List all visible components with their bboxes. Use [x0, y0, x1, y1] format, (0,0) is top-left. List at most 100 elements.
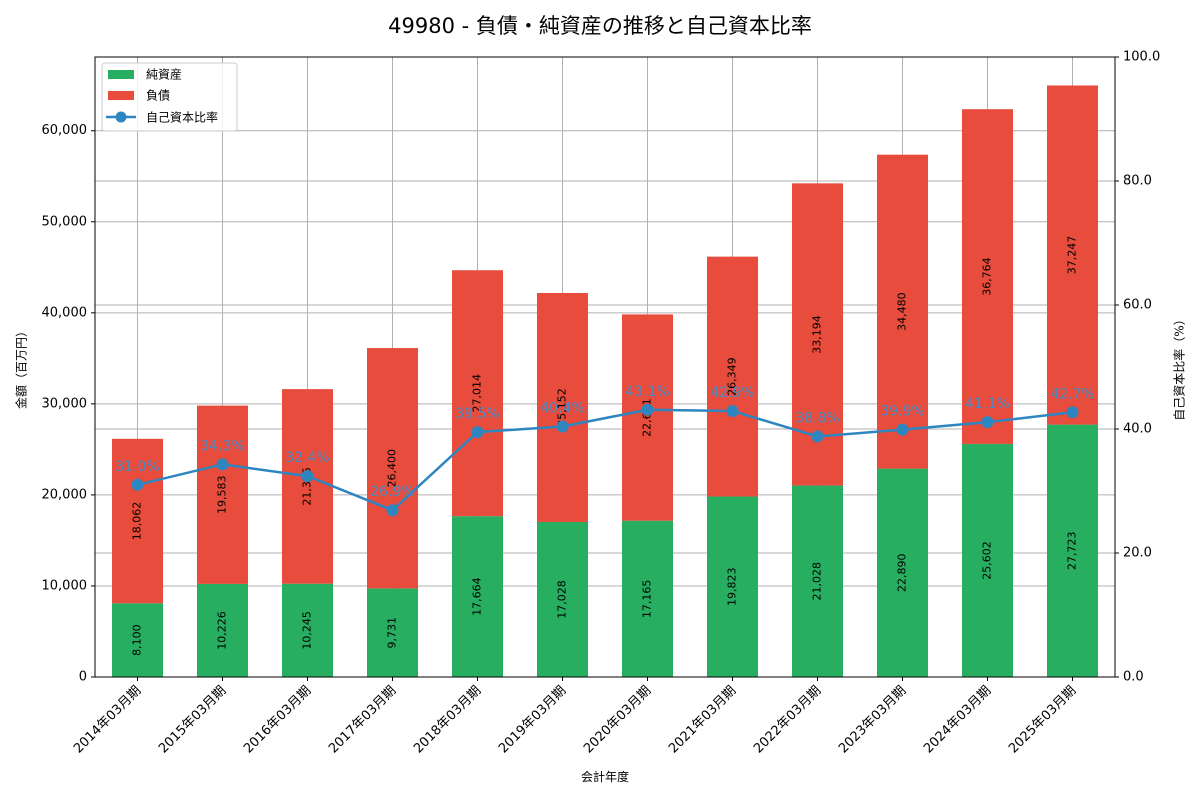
chart-title: 49980 - 負債・純資産の推移と自己資本比率	[388, 14, 812, 38]
ratio-point	[216, 458, 229, 471]
x-axis: 2014年03月期 2015年03月期 2016年03月期 2017年03月期 2018…	[71, 677, 1079, 784]
bar-liabilities	[877, 154, 928, 469]
ratio-label: 31.0%	[115, 459, 159, 475]
bar-liabilities	[367, 348, 418, 589]
svg-text:2019年03月期: 2019年03月期	[496, 683, 569, 756]
svg-text:2017年03月期: 2017年03月期	[326, 683, 399, 756]
legend-swatch-liabilities	[108, 91, 134, 100]
svg-text:20.0: 20.0	[1123, 546, 1152, 561]
ratio-label: 39.9%	[880, 404, 924, 420]
ratio-point	[1066, 406, 1079, 419]
bar-value-label: 19,823	[726, 568, 739, 607]
bar-equity	[792, 485, 843, 677]
ratio-label: 38.8%	[795, 410, 839, 426]
svg-text:2016年03月期: 2016年03月期	[241, 683, 314, 756]
svg-text:2021年03月期: 2021年03月期	[666, 683, 739, 756]
bar-value-label: 19,583	[216, 476, 229, 515]
bar-equity	[197, 583, 248, 677]
svg-text:0.0: 0.0	[1123, 670, 1144, 685]
svg-text:0: 0	[79, 670, 87, 685]
bar-value-label: 18,062	[131, 502, 144, 541]
ratio-label: 26.9%	[370, 484, 414, 500]
ratio-label: 41.1%	[965, 396, 1009, 412]
svg-text:2024年03月期: 2024年03月期	[921, 683, 994, 756]
ratio-line: 31.0% 34.3% 32.4% 26.9% 39.5% 40.4% 43.1% 42.9%…	[115, 384, 1095, 517]
bar-value-label: 26,400	[386, 449, 399, 488]
bars: 8,10018,06210,22619,58310,24521,3759,731…	[112, 85, 1098, 677]
svg-text:純資産: 純資産	[146, 67, 182, 82]
bar-liabilities	[622, 314, 673, 521]
svg-text:20,000: 20,000	[42, 487, 88, 502]
bar-value-label: 17,165	[641, 580, 654, 619]
ratio-point	[641, 403, 654, 416]
svg-text:2025年03月期: 2025年03月期	[1006, 683, 1079, 756]
bar-liabilities	[962, 109, 1013, 444]
svg-text:金額（百万円）: 金額（百万円）	[14, 325, 29, 409]
svg-text:40,000: 40,000	[42, 305, 88, 320]
ratio-label: 43.1%	[625, 384, 669, 400]
bar-value-label: 17,028	[556, 580, 569, 619]
svg-text:自己資本比率: 自己資本比率	[146, 110, 218, 125]
ratio-point	[131, 478, 144, 491]
svg-text:2023年03月期: 2023年03月期	[836, 683, 909, 756]
svg-text:40.0: 40.0	[1123, 422, 1152, 437]
svg-text:60,000: 60,000	[42, 123, 88, 138]
svg-text:2022年03月期: 2022年03月期	[751, 683, 824, 756]
bar-equity	[367, 588, 418, 677]
svg-text:30,000: 30,000	[42, 396, 88, 411]
bar-value-label: 17,664	[471, 577, 484, 616]
ratio-point	[471, 426, 484, 439]
bar-equity	[112, 603, 163, 677]
y-axis-left: 0 10,000 20,000 30,000 40,000 50,000 60,000 金額（…	[14, 123, 95, 685]
bar-equity	[707, 496, 758, 677]
bar-value-label: 37,247	[1066, 236, 1079, 275]
svg-text:自己資本比率（%）: 自己資本比率（%）	[1172, 313, 1187, 420]
ratio-label: 32.4%	[285, 450, 329, 466]
bar-value-label: 10,226	[216, 611, 229, 650]
bar-equity	[452, 516, 503, 677]
ratio-point	[981, 416, 994, 429]
bar-equity	[622, 520, 673, 677]
ratio-label: 42.9%	[710, 385, 754, 401]
y-axis-right: 0.0 20.0 40.0 60.0 80.0 100.0 自己資本比率（%）	[1115, 50, 1187, 685]
svg-text:2020年03月期: 2020年03月期	[581, 683, 654, 756]
bar-value-label: 25,602	[981, 541, 994, 580]
ratio-label: 40.4%	[540, 401, 584, 417]
bar-liabilities	[112, 438, 163, 604]
bar-equity	[877, 468, 928, 677]
bar-value-label: 10,245	[301, 611, 314, 650]
svg-text:2014年03月期: 2014年03月期	[71, 683, 144, 756]
svg-text:負債: 負債	[146, 88, 170, 103]
ratio-point	[301, 470, 314, 483]
bar-value-label: 26,349	[726, 357, 739, 396]
svg-text:50,000: 50,000	[42, 214, 88, 229]
svg-text:2015年03月期: 2015年03月期	[156, 683, 229, 756]
ratio-label: 39.5%	[455, 406, 499, 422]
svg-text:会計年度: 会計年度	[581, 769, 629, 784]
bar-equity	[1047, 424, 1098, 677]
bar-value-label: 25,152	[556, 388, 569, 427]
ratio-point	[896, 423, 909, 436]
svg-text:100.0: 100.0	[1123, 50, 1160, 65]
ratio-point	[556, 420, 569, 433]
ratio-label: 42.7%	[1050, 386, 1094, 402]
bar-liabilities	[282, 389, 333, 584]
svg-text:2018年03月期: 2018年03月期	[411, 683, 484, 756]
bar-value-label: 22,890	[896, 554, 909, 593]
bar-value-label: 8,100	[131, 624, 144, 656]
bar-value-label: 9,731	[386, 617, 399, 649]
bar-equity	[282, 583, 333, 677]
bar-liabilities	[197, 405, 248, 584]
bar-value-label: 34,480	[896, 292, 909, 331]
svg-text:80.0: 80.0	[1123, 174, 1152, 189]
svg-text:10,000: 10,000	[42, 578, 88, 593]
ratio-label: 34.3%	[200, 438, 244, 454]
bar-value-label: 27,723	[1066, 532, 1079, 571]
bar-value-label: 27,014	[471, 374, 484, 413]
bar-liabilities	[452, 270, 503, 517]
ratio-point	[386, 504, 399, 517]
svg-text:60.0: 60.0	[1123, 298, 1152, 313]
bar-value-label: 33,194	[811, 315, 824, 354]
